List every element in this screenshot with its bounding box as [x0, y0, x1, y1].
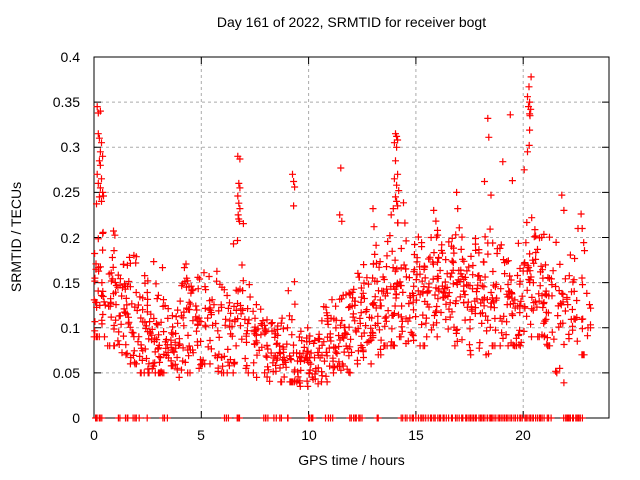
x-tick-label-5: 5	[197, 427, 205, 443]
x-axis-label: GPS time / hours	[298, 452, 405, 468]
y-tick-label-0.35: 0.35	[52, 94, 80, 110]
x-tick-label-10: 10	[301, 427, 317, 443]
y-tick-label-0.25: 0.25	[52, 184, 80, 200]
y-tick-label-0.4: 0.4	[60, 49, 80, 65]
y-tick-label-0.3: 0.3	[60, 139, 80, 155]
x-tick-label-0: 0	[90, 427, 98, 443]
y-tick-label-0: 0	[72, 410, 80, 426]
x-tick-label-15: 15	[408, 427, 424, 443]
scatter-points	[90, 73, 595, 422]
x-tick-label-20: 20	[515, 427, 531, 443]
y-tick-label-0.1: 0.1	[60, 320, 80, 336]
y-tick-label-0.2: 0.2	[60, 230, 80, 246]
y-tick-label-0.15: 0.15	[52, 275, 80, 291]
y-tick-label-0.05: 0.05	[52, 365, 80, 381]
chart-title: Day 161 of 2022, SRMTID for receiver bog…	[216, 14, 487, 30]
